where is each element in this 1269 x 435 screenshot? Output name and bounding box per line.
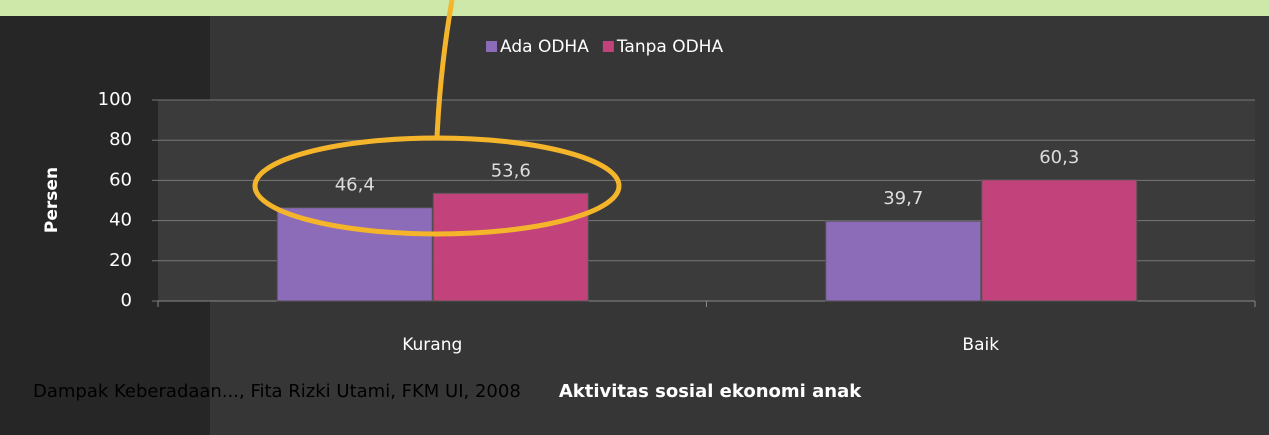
bar — [276, 207, 433, 302]
y-tick-label: 60 — [109, 169, 132, 190]
data-label: 53,6 — [491, 160, 531, 181]
y-tick-label: 40 — [109, 210, 132, 231]
top-band — [0, 0, 1269, 16]
bar — [432, 192, 589, 302]
y-axis-title: Persen — [42, 167, 62, 233]
data-label: 39,7 — [883, 188, 923, 209]
data-label: 60,3 — [1039, 147, 1079, 168]
legend-swatch — [486, 41, 497, 52]
legend-swatch — [602, 41, 614, 52]
data-label: 46,4 — [335, 175, 375, 196]
x-axis-title: Aktivitas sosial ekonomi anak — [559, 381, 862, 402]
x-tick-label: Baik — [962, 335, 999, 355]
y-tick-label: 80 — [109, 129, 132, 150]
y-tick-label: 0 — [121, 290, 132, 311]
chart: 0 20 40 60 80 100 Kurang 46,4 53,6 Baik 39,7 60,3 Ad… — [98, 37, 1256, 355]
legend-label: Tanpa ODHA — [616, 37, 724, 57]
y-tick-label: 100 — [98, 89, 132, 110]
bar — [981, 179, 1138, 302]
bar — [825, 220, 982, 302]
x-tick-label: Kurang — [402, 335, 462, 355]
footer: Dampak Keberadaan..., Fita Rizki Utami, … — [33, 381, 521, 402]
y-tick-label: 20 — [109, 250, 132, 271]
legend-label: Ada ODHA — [500, 37, 589, 57]
pointer-line — [434, 0, 455, 139]
